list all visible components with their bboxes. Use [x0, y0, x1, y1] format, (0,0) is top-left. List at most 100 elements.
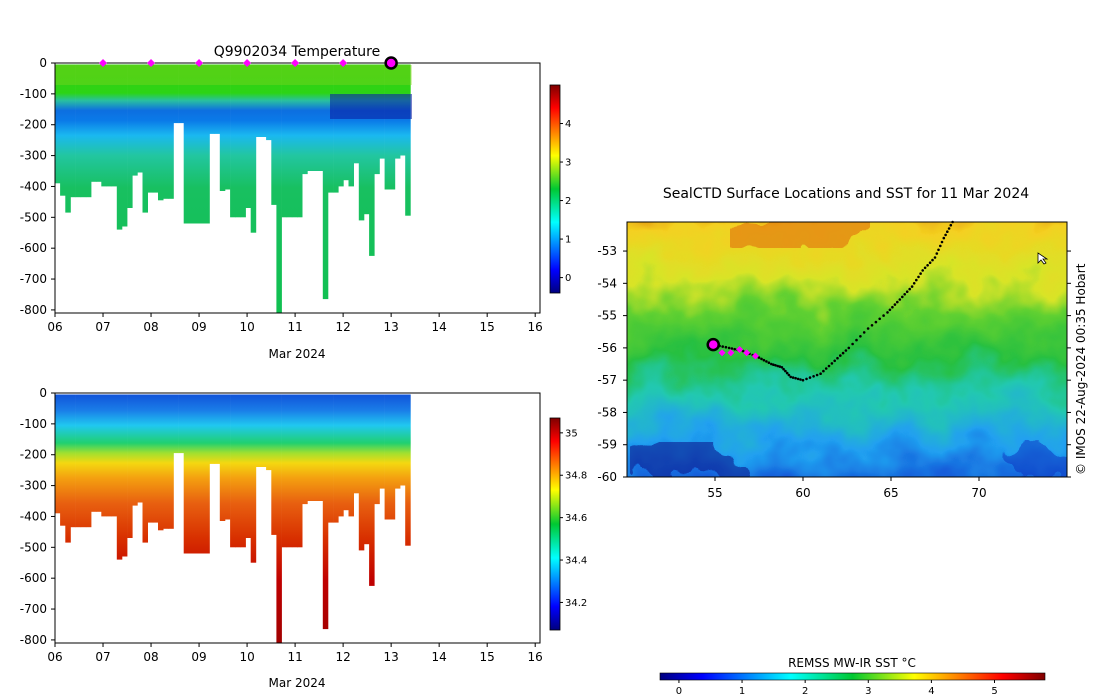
track-point: [827, 364, 831, 368]
profile-bar: [302, 394, 308, 505]
x-tick-label: 07: [95, 650, 110, 664]
recent-position: [718, 349, 726, 357]
profile-bar: [245, 64, 251, 208]
colorbar-tick-label: 0: [676, 686, 682, 697]
track-point: [847, 346, 851, 350]
profile-bar: [358, 64, 365, 221]
profile-bar: [271, 64, 277, 205]
profile-bar: [75, 64, 82, 198]
profile-bar: [389, 394, 396, 520]
track-point: [815, 373, 819, 377]
track-point: [915, 278, 918, 282]
track-point: [772, 363, 775, 367]
profile-bar: [384, 64, 391, 190]
profile-bar: [261, 394, 267, 467]
x-tick-label: 55: [707, 486, 722, 500]
profile-bar: [111, 64, 118, 187]
profile-bar: [116, 394, 123, 560]
profile-bar: [219, 64, 226, 191]
profile-bar: [142, 64, 148, 213]
profile-bar: [178, 394, 185, 454]
x-tick-label: 10: [239, 320, 254, 334]
temperature-title: Q9902034 Temperature: [214, 44, 381, 60]
track-point: [919, 272, 922, 275]
profile-bar: [132, 394, 138, 506]
profile-bar: [333, 394, 339, 523]
y-tick-label: -59: [597, 438, 617, 452]
profile-bar: [121, 64, 128, 227]
track-point: [944, 233, 947, 237]
x-tick-label: 11: [287, 650, 302, 664]
profile-bar: [384, 394, 391, 520]
track-point: [855, 338, 858, 342]
track-point: [935, 252, 939, 255]
profile-bar: [364, 394, 370, 545]
profile-bar: [152, 394, 159, 523]
track-point: [859, 335, 862, 338]
profile-bar: [158, 394, 164, 531]
track-point: [908, 287, 911, 291]
profile-bar: [317, 394, 324, 501]
profile-bar: [286, 64, 293, 218]
track-point: [833, 359, 836, 363]
y-tick-label: -700: [20, 272, 47, 286]
recent-position: [743, 349, 751, 357]
y-tick-label: -100: [20, 87, 47, 101]
profile-bar: [96, 394, 102, 512]
track-point: [903, 293, 906, 296]
track-point: [891, 305, 894, 309]
profile-bar: [147, 394, 154, 523]
surface-marker: [291, 59, 300, 67]
y-tick-label: -53: [597, 244, 617, 258]
salinity-x-ticks: 06 07 08 09 10 11 12 13 14 15 16: [47, 643, 543, 664]
profile-bar: [194, 394, 200, 554]
y-tick-label: -58: [597, 405, 617, 419]
track-point: [931, 258, 934, 262]
colorbar-tick-label: 34.2: [565, 598, 587, 609]
y-tick-label: -57: [597, 373, 617, 387]
y-tick-label: -600: [20, 571, 47, 585]
sst-warm-patch: [730, 222, 870, 248]
x-tick-label: 10: [239, 650, 254, 664]
profile-bar: [255, 394, 262, 467]
profile-bar: [327, 64, 334, 193]
x-tick-label: 09: [191, 650, 206, 664]
current-marker: [384, 56, 398, 70]
track-point: [942, 236, 946, 240]
temperature-profiles: [55, 64, 411, 313]
track-point: [836, 356, 839, 360]
profile-bar: [168, 64, 174, 199]
profile-bar: [111, 394, 118, 517]
sst-base: [627, 222, 1067, 477]
y-tick-label: -400: [20, 509, 47, 523]
profile-bar: [199, 394, 205, 554]
profile-bar: [389, 64, 396, 190]
track-point: [822, 369, 825, 373]
profile-bar: [400, 394, 406, 486]
recent-position: [751, 352, 759, 360]
profile-bar: [343, 64, 349, 181]
profile-bar: [291, 64, 298, 218]
profile-bar: [364, 64, 370, 215]
track-point: [794, 376, 797, 380]
track-point: [824, 367, 828, 370]
profile-bar: [106, 394, 112, 517]
colorbar-tick-label: 3: [865, 686, 871, 697]
profile-bar: [209, 64, 215, 134]
track-point: [776, 364, 779, 368]
seal-track: [706, 220, 954, 382]
profile-bar: [266, 64, 272, 141]
profile-bar: [245, 394, 251, 538]
track-point: [765, 360, 768, 363]
x-tick-label: 65: [883, 486, 898, 500]
profile-bar: [137, 64, 143, 173]
cold-core-band: [330, 94, 412, 119]
x-tick-label: 70: [971, 486, 986, 500]
track-point: [741, 349, 745, 353]
x-tick-label: 15: [480, 320, 495, 334]
track-point: [946, 230, 949, 233]
profile-bar: [250, 394, 257, 563]
track-point: [949, 223, 953, 227]
y-tick-label: -500: [20, 540, 47, 554]
profile-bar: [302, 64, 308, 175]
